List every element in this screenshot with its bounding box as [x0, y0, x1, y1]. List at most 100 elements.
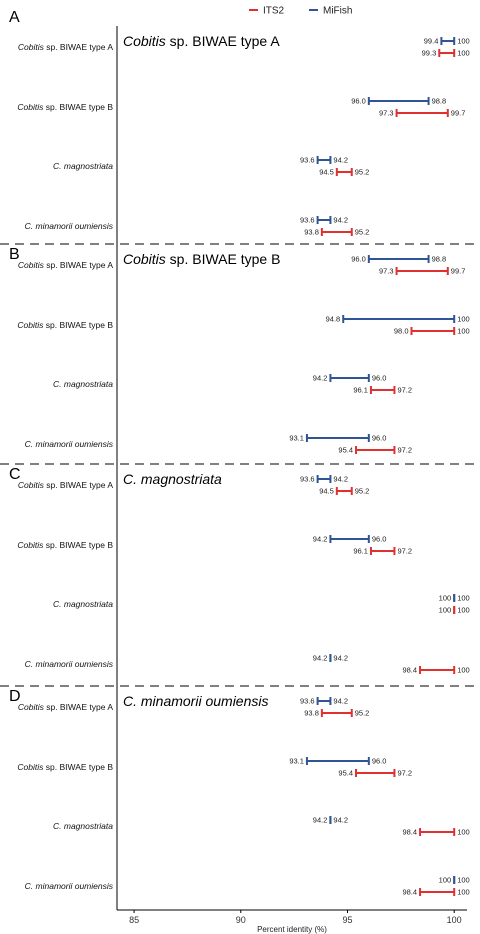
its2-min-label: 97.3	[379, 267, 394, 276]
panel-letter: C	[9, 466, 21, 483]
mifish-min-label: 93.6	[300, 475, 315, 484]
panel-a: A Cobitis sp. BIWAE type A Cobitis sp. BIW…	[9, 9, 470, 237]
mifish-max-label: 94.2	[333, 475, 348, 484]
its2-max-label: 95.2	[355, 709, 370, 718]
category-label: Cobitis sp. BIWAE type B	[17, 320, 113, 330]
mifish-max-label: 94.2	[333, 697, 348, 706]
category-label: Cobitis sp. BIWAE type A	[18, 260, 113, 270]
mifish-max-label: 94.2	[333, 216, 348, 225]
mifish-range: 96.0 98.8	[351, 255, 446, 264]
its2-max-label: 97.2	[397, 386, 412, 395]
its2-min-label: 99.3	[422, 49, 437, 58]
range-row: C. magnostriata 100 100 100 100	[53, 594, 470, 615]
its2-max-label: 95.2	[355, 487, 370, 496]
mifish-max-label: 96.0	[372, 434, 387, 443]
its2-range: 99.3 100	[422, 49, 470, 58]
range-row: C. minamorii oumiensis 93.6 94.2 93.8 95.2	[25, 216, 370, 237]
category-label: Cobitis sp. BIWAE type B	[17, 762, 113, 772]
legend-label-its2: ITS2	[263, 6, 285, 17]
mifish-range: 93.1 96.0	[289, 757, 386, 766]
mifish-max-label: 94.2	[333, 816, 348, 825]
its2-min-label: 96.1	[353, 386, 368, 395]
mifish-range: 93.6 94.2	[300, 156, 348, 165]
its2-max-label: 100	[457, 49, 470, 58]
mifish-min-label: 93.1	[289, 434, 304, 443]
range-row: Cobitis sp. BIWAE type B 93.1 96.0 95.4 97.2	[17, 757, 412, 778]
mifish-max-label: 96.0	[372, 757, 387, 766]
mifish-min-label: 93.1	[289, 757, 304, 766]
its2-range: 93.8 95.2	[304, 228, 369, 237]
mifish-min-label: 96.0	[351, 255, 366, 264]
its2-min-label: 95.4	[338, 769, 353, 778]
category-label: C. minamorii oumiensis	[25, 881, 114, 891]
mifish-min-label: 94.2	[313, 374, 328, 383]
its2-range: 96.1 97.2	[353, 547, 412, 556]
its2-range: 98.0 100	[394, 327, 470, 336]
its2-max-label: 100	[457, 828, 470, 837]
its2-range: 98.4 100	[402, 828, 469, 837]
its2-range: 95.4 97.2	[338, 769, 412, 778]
panel-title: Cobitis sp. BIWAE type B	[123, 251, 280, 267]
its2-range: 94.5 95.2	[319, 487, 369, 496]
mifish-max-label: 98.8	[432, 97, 447, 106]
mifish-range: 100 100	[439, 876, 470, 885]
x-tick-label: 100	[447, 915, 462, 925]
category-label: C. minamorii oumiensis	[25, 659, 114, 669]
range-row: Cobitis sp. BIWAE type A 93.6 94.2 94.5 95.2	[18, 475, 369, 496]
mifish-max-label: 100	[457, 876, 470, 885]
range-row: C. minamorii oumiensis 93.1 96.0 95.4 97.2	[25, 434, 412, 455]
mifish-min-label: 93.6	[300, 697, 315, 706]
x-tick-label: 90	[236, 915, 246, 925]
range-row: Cobitis sp. BIWAE type B 94.8 100 98.0 100	[17, 315, 469, 336]
its2-min-label: 93.8	[304, 709, 319, 718]
mifish-min-label: 94.2	[313, 654, 328, 663]
its2-range: 100 100	[439, 606, 470, 615]
its2-max-label: 100	[457, 606, 470, 615]
its2-min-label: 93.8	[304, 228, 319, 237]
mifish-min-label: 94.8	[326, 315, 341, 324]
its2-max-label: 100	[457, 666, 470, 675]
mifish-range: 93.6 94.2	[300, 475, 348, 484]
mifish-range: 99.4 100	[424, 37, 470, 46]
category-label: C. magnostriata	[53, 379, 113, 389]
panel-letter: B	[9, 246, 20, 263]
its2-range: 98.4 100	[402, 666, 469, 675]
category-label: C. magnostriata	[53, 821, 113, 831]
range-row: Cobitis sp. BIWAE type A 96.0 98.8 97.3 99.7	[18, 255, 466, 276]
category-label: C. magnostriata	[53, 161, 113, 171]
category-label: C. magnostriata	[53, 599, 113, 609]
mifish-min-label: 96.0	[351, 97, 366, 106]
its2-range: 95.4 97.2	[338, 446, 412, 455]
mifish-max-label: 98.8	[432, 255, 447, 264]
its2-range: 97.3 99.7	[379, 267, 465, 276]
its2-range: 96.1 97.2	[353, 386, 412, 395]
category-label: C. minamorii oumiensis	[25, 439, 114, 449]
range-row: Cobitis sp. BIWAE type A 99.4 100 99.3 100	[18, 37, 470, 58]
panel-letter: D	[9, 688, 21, 705]
its2-max-label: 99.7	[451, 109, 466, 118]
mifish-min-label: 100	[439, 876, 452, 885]
mifish-range: 94.8 100	[326, 315, 470, 324]
range-row: Cobitis sp. BIWAE type A 93.6 94.2 93.8 95.2	[18, 697, 369, 718]
mifish-range: 94.2 96.0	[313, 374, 387, 383]
axes	[0, 26, 480, 911]
mifish-min-label: 94.2	[313, 535, 328, 544]
its2-range: 94.5 95.2	[319, 168, 369, 177]
panel-title: Cobitis sp. BIWAE type A	[123, 33, 280, 49]
category-label: C. minamorii oumiensis	[25, 221, 114, 231]
mifish-range: 93.6 94.2	[300, 697, 348, 706]
range-row: C. minamorii oumiensis 94.2 94.2 98.4 100	[25, 654, 470, 675]
its2-max-label: 97.2	[397, 547, 412, 556]
x-tick-label: 85	[129, 915, 139, 925]
mifish-range: 94.2 94.2	[313, 816, 348, 825]
legend: ITS2 MiFish	[249, 6, 352, 17]
mifish-max-label: 100	[457, 315, 470, 324]
its2-max-label: 100	[457, 327, 470, 336]
range-row: C. magnostriata 93.6 94.2 94.5 95.2	[53, 156, 369, 177]
its2-min-label: 94.5	[319, 487, 334, 496]
its2-max-label: 95.2	[355, 168, 370, 177]
